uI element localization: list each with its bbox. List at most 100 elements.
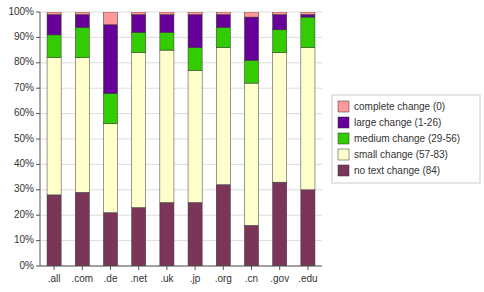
legend-label: large change (1-26) xyxy=(354,117,441,128)
x-tick xyxy=(110,266,111,270)
y-tick xyxy=(36,12,40,13)
bar-segment xyxy=(244,225,258,266)
bar-segment xyxy=(301,15,315,18)
y-tick xyxy=(36,88,40,89)
bar-segment xyxy=(75,12,89,15)
y-tick-label: 40% xyxy=(14,158,34,169)
bar-segment xyxy=(103,124,117,213)
bar-segment xyxy=(103,93,117,123)
bar-segment xyxy=(103,12,117,25)
x-tick xyxy=(54,266,55,270)
x-tick-label: .cn xyxy=(245,273,258,284)
y-tick-label: 20% xyxy=(14,209,34,220)
x-tick-label: .all xyxy=(48,273,61,284)
y-tick xyxy=(36,164,40,165)
legend-label: small change (57-83) xyxy=(354,149,448,160)
bar-segment xyxy=(273,15,287,30)
x-tick xyxy=(307,266,308,270)
legend-swatch xyxy=(338,165,349,176)
x-tick-label: .edu xyxy=(298,273,317,284)
y-tick-label: 10% xyxy=(14,234,34,245)
y-tick-label: 100% xyxy=(8,6,34,17)
x-tick xyxy=(138,266,139,270)
bar-segment xyxy=(132,12,146,15)
bar-segment xyxy=(244,83,258,225)
chart: 0% 10% 20% 30% 40% 50% 60% 70% 80% 90% 100% .all .co… xyxy=(0,0,484,292)
y-tick xyxy=(36,189,40,190)
bar-segment xyxy=(188,48,202,71)
bar-segment xyxy=(301,190,315,266)
y-axis-line xyxy=(40,12,41,266)
x-tick xyxy=(279,266,280,270)
legend-swatch xyxy=(338,117,349,128)
y-tick xyxy=(36,113,40,114)
legend-swatch xyxy=(338,133,349,144)
bar-segment xyxy=(47,58,61,195)
y-tick xyxy=(36,139,40,140)
x-tick-label: .gov xyxy=(270,273,289,284)
bar-segment xyxy=(273,53,287,183)
bar-segment xyxy=(216,27,230,47)
bar-segment xyxy=(160,32,174,50)
legend-label: complete change (0) xyxy=(354,101,445,112)
bar-segment xyxy=(188,203,202,267)
legend-swatch xyxy=(338,149,349,160)
bars xyxy=(47,12,315,266)
bar-segment xyxy=(75,58,89,193)
bar-segment xyxy=(132,15,146,33)
legend-label: medium change (29-56) xyxy=(354,133,460,144)
y-tick-label: 60% xyxy=(14,107,34,118)
x-tick-label: .com xyxy=(71,273,93,284)
x-tick xyxy=(166,266,167,270)
bar-segment xyxy=(160,12,174,15)
y-tick-label: 90% xyxy=(14,31,34,42)
bar-segment xyxy=(301,17,315,47)
bar-segment xyxy=(132,53,146,208)
y-tick xyxy=(36,215,40,216)
bar-segment xyxy=(216,15,230,28)
bar-segment xyxy=(75,27,89,57)
bar-segment xyxy=(273,12,287,15)
y-tick-label: 50% xyxy=(14,133,34,144)
bar-segment xyxy=(160,203,174,267)
x-tick-label: .net xyxy=(130,273,147,284)
bar-segment xyxy=(47,12,61,15)
bar-segment xyxy=(47,15,61,35)
bar-segment xyxy=(103,25,117,94)
bar-segment xyxy=(75,15,89,28)
legend: complete change (0) large change (1-26) me… xyxy=(332,95,480,183)
bar-segment xyxy=(216,12,230,15)
y-tick-label: 0% xyxy=(20,260,35,271)
bar-segment xyxy=(75,192,89,266)
bar-segment xyxy=(103,213,117,266)
bar-segment xyxy=(132,32,146,52)
x-tick xyxy=(223,266,224,270)
bar-segment xyxy=(301,48,315,190)
bar-segment xyxy=(160,50,174,202)
y-tick-label: 80% xyxy=(14,56,34,67)
bar-segment xyxy=(216,48,230,185)
bar-segment xyxy=(244,17,258,60)
x-tick-label: .jp xyxy=(190,273,201,284)
x-tick xyxy=(82,266,83,270)
y-tick-label: 30% xyxy=(14,183,34,194)
y-tick-label: 70% xyxy=(14,82,34,93)
bar-segment xyxy=(188,12,202,15)
legend-box xyxy=(332,95,480,183)
x-tick xyxy=(251,266,252,270)
bar-segment xyxy=(273,30,287,53)
y-tick xyxy=(36,266,40,267)
legend-swatch xyxy=(338,101,349,112)
bar-segment xyxy=(160,15,174,33)
bar-segment xyxy=(301,12,315,15)
bar-segment xyxy=(244,12,258,17)
bar-segment xyxy=(188,15,202,48)
y-tick xyxy=(36,240,40,241)
bar-segment xyxy=(244,60,258,83)
bar-segment xyxy=(188,70,202,202)
x-tick xyxy=(195,266,196,270)
bar-segment xyxy=(47,35,61,58)
x-tick-label: .org xyxy=(215,273,232,284)
y-tick xyxy=(36,37,40,38)
bar-segment xyxy=(132,208,146,266)
